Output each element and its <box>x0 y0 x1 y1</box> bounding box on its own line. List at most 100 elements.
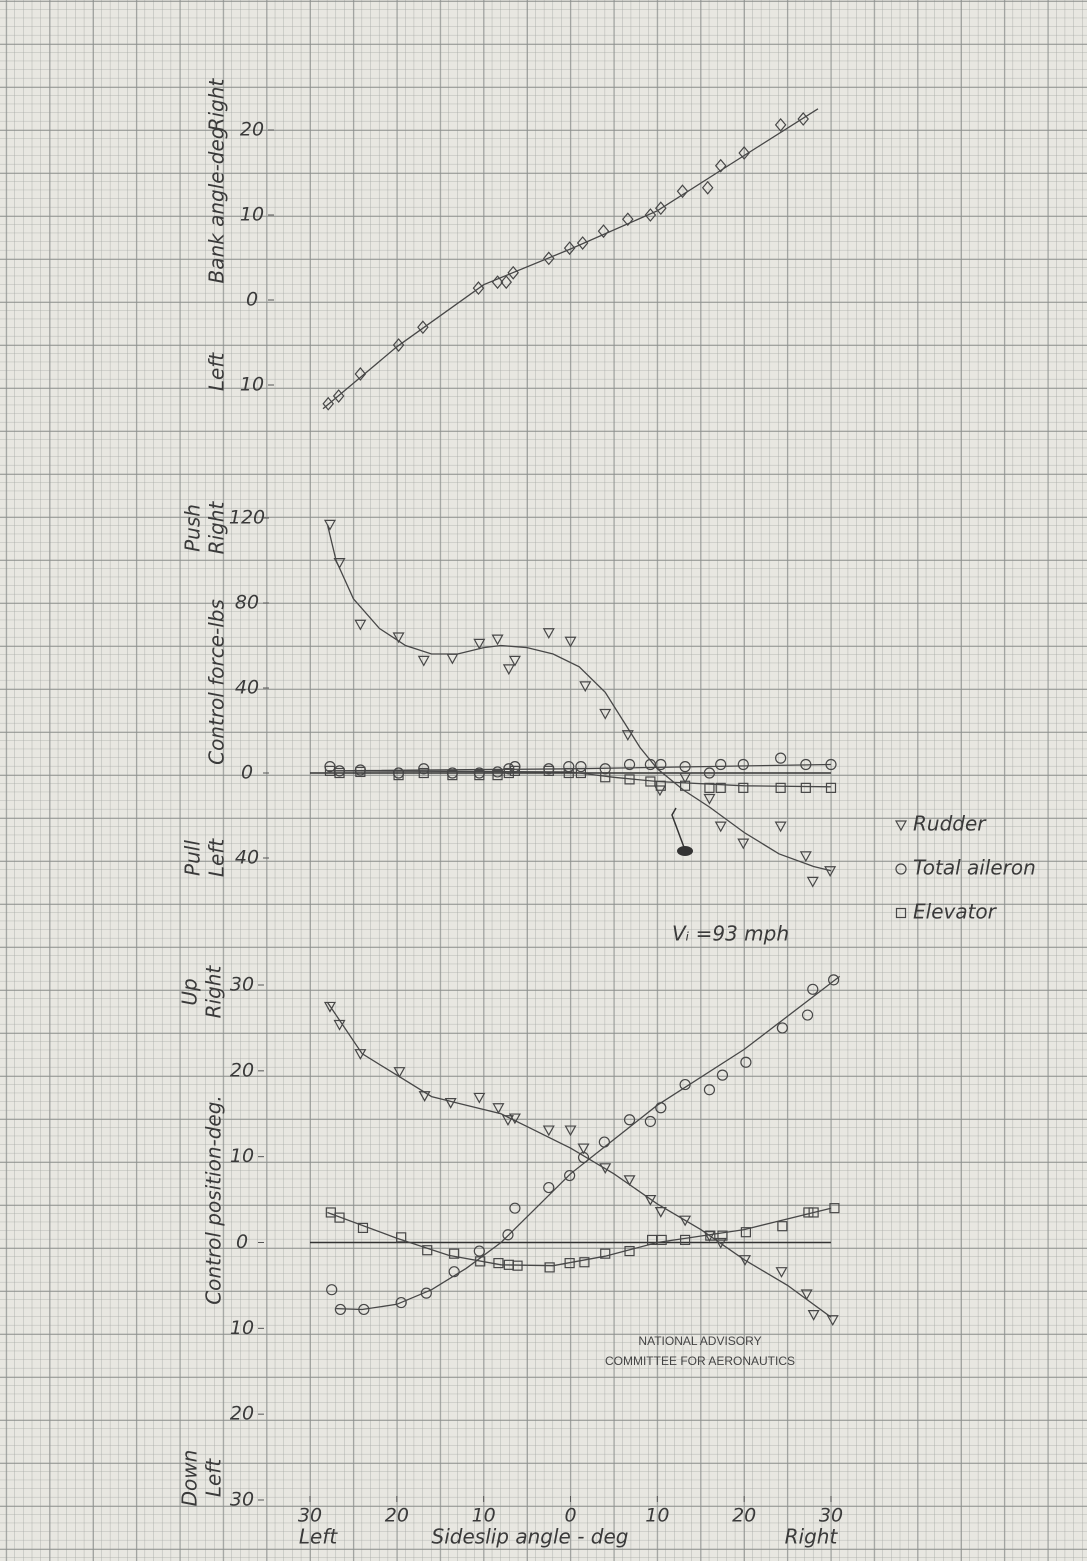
square-marker <box>474 770 485 781</box>
square-marker <box>396 1232 407 1243</box>
x-tick-label: 10 <box>472 1505 496 1527</box>
circle-marker <box>599 763 611 775</box>
triangle-marker <box>739 1255 752 1266</box>
circle-marker <box>326 1284 338 1296</box>
triangle-marker <box>826 1315 839 1326</box>
diamond-marker <box>543 251 555 266</box>
circle-marker <box>623 1114 636 1126</box>
circle-marker <box>420 1287 432 1299</box>
circle-marker <box>543 1181 555 1194</box>
diamond-marker <box>644 208 657 222</box>
square-marker <box>393 770 404 781</box>
triangle-marker <box>333 1019 346 1031</box>
triangle-marker <box>501 1115 514 1126</box>
square-marker <box>575 767 587 779</box>
legend-label: Total aileron <box>913 856 1036 880</box>
circle-marker <box>564 1169 576 1182</box>
circle-marker <box>737 758 749 771</box>
circle-marker <box>623 758 636 771</box>
y-tick-label: 30 <box>230 974 254 996</box>
square-marker <box>740 1227 752 1238</box>
y-tick-label: 0 <box>246 289 258 311</box>
legend-label: Rudder <box>913 812 987 836</box>
square-marker <box>775 782 786 793</box>
square-marker <box>579 1257 590 1268</box>
y-tick-label: 20 <box>240 119 264 141</box>
y-tick-label: 30 <box>230 1489 254 1511</box>
square-marker <box>803 1207 814 1218</box>
triangle-marker <box>491 634 504 646</box>
triangle-marker <box>703 793 716 805</box>
circle-marker <box>825 758 837 771</box>
circle-marker <box>644 1115 656 1128</box>
circle-marker <box>358 1303 370 1316</box>
triangle-marker <box>679 1215 692 1227</box>
y-axis-title: Control position-deg. <box>202 1095 226 1305</box>
x-tick-label: 10 <box>645 1505 669 1527</box>
x-axis-high-label: Right <box>785 1525 839 1549</box>
circle-marker <box>775 752 787 764</box>
fair-curve <box>322 108 819 410</box>
y-axis-high-label: Right <box>205 78 229 132</box>
diamond-marker <box>797 112 809 126</box>
legend-symbol <box>894 820 908 832</box>
y-axis-high-label: Right <box>205 501 229 555</box>
legend-symbol <box>895 907 907 919</box>
diamond-marker <box>332 389 345 403</box>
fair-curve <box>327 770 832 788</box>
circle-marker <box>703 767 716 779</box>
y-axis-low-label: Pull <box>181 840 205 876</box>
circle-marker <box>448 1266 460 1278</box>
y-axis-high-label: Push <box>181 504 205 552</box>
stamp-text: COMMITTEE FOR AERONAUTICS <box>605 1354 795 1368</box>
diamond-marker <box>676 184 689 199</box>
triangle-marker <box>354 619 367 631</box>
square-marker <box>334 1212 345 1223</box>
diamond-marker <box>472 281 485 296</box>
square-marker <box>808 1207 819 1218</box>
circle-marker <box>740 1056 752 1068</box>
y-tick-label: 40 <box>235 847 259 869</box>
triangle-marker <box>473 1092 486 1104</box>
square-marker <box>777 1221 788 1232</box>
y-axis-high-label: Right <box>202 965 226 1019</box>
triangle-marker <box>599 1163 612 1175</box>
y-tick-label: 10 <box>240 374 264 396</box>
fair-curve <box>326 1001 832 1318</box>
square-marker <box>680 780 691 791</box>
circle-marker <box>598 1136 610 1148</box>
triangle-marker <box>824 866 837 877</box>
circle-marker <box>828 974 840 986</box>
y-axis-low-label: Left <box>205 838 229 877</box>
fair-curve <box>326 524 832 872</box>
triangle-marker <box>623 1175 636 1187</box>
x-tick-label: 20 <box>732 1505 756 1527</box>
square-marker <box>715 782 726 793</box>
annotation: Vᵢ =93 mph <box>672 922 789 946</box>
triangle-marker <box>418 1091 431 1102</box>
triangle-marker <box>492 1103 505 1114</box>
diamond-marker <box>392 338 405 352</box>
circle-marker <box>679 1078 691 1091</box>
diamond-marker <box>622 212 634 227</box>
circle-marker <box>575 761 587 773</box>
triangle-marker <box>323 519 336 531</box>
x-tick-label: 30 <box>298 1505 322 1527</box>
triangle-marker <box>579 681 592 693</box>
square-marker <box>418 767 429 779</box>
circle-marker <box>703 1084 716 1096</box>
square-marker <box>334 767 345 779</box>
circle-marker <box>502 1229 514 1241</box>
y-tick-label: 20 <box>230 1059 254 1081</box>
diamond-marker <box>417 320 429 335</box>
square-marker <box>355 766 366 778</box>
circle-marker <box>577 1151 590 1164</box>
square-marker <box>600 1248 611 1259</box>
triangle-marker <box>393 1067 406 1078</box>
y-tick-label: 10 <box>230 1317 254 1339</box>
square-marker <box>717 1230 728 1241</box>
triangle-marker <box>679 772 692 784</box>
triangle-marker <box>444 1097 457 1109</box>
